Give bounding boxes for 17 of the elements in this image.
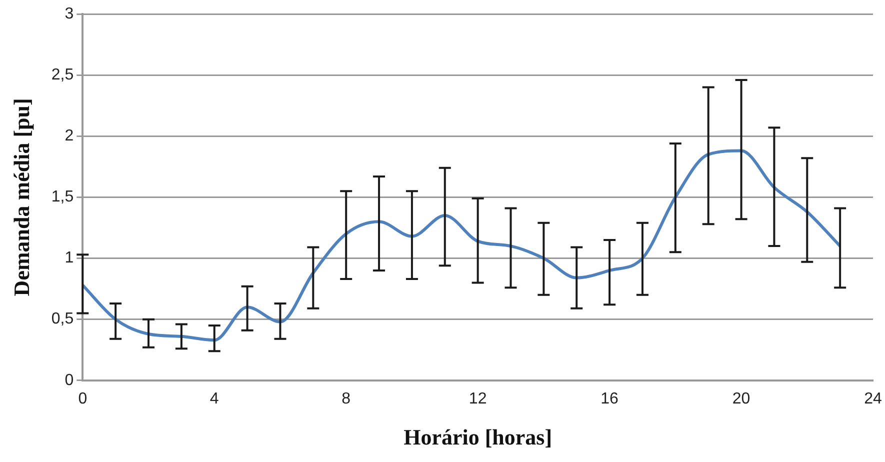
y-axis-title: Demanda média [pu] (8, 98, 34, 296)
x-tick-label: 24 (864, 390, 882, 408)
y-tick-label: 0,5 (51, 310, 74, 328)
y-tick-label: 0 (64, 372, 74, 389)
x-tick-label: 20 (732, 390, 750, 408)
x-tick-label: 4 (210, 390, 219, 408)
x-tick-label: 12 (468, 390, 487, 408)
x-axis-title: Horário [horas] (404, 424, 552, 450)
x-tick-label: 8 (342, 390, 351, 408)
line-series (82, 149, 842, 342)
x-tick-label: 0 (78, 390, 88, 408)
y-tick-label: 3 (64, 5, 74, 22)
y-tick-label: 1 (64, 250, 74, 267)
y-tick-label: 2,5 (51, 66, 74, 84)
y-tick-label: 1,5 (51, 188, 74, 206)
x-tick-label: 16 (600, 390, 619, 408)
y-tick-label: 2 (64, 128, 74, 145)
